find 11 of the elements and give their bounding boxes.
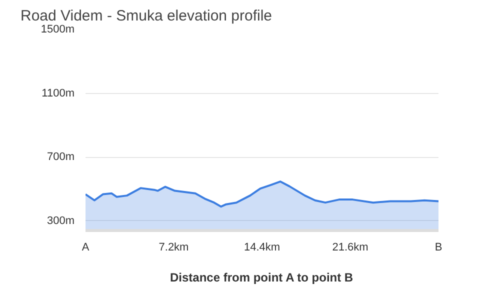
y-tick-label: 1100m	[42, 87, 75, 100]
y-tick-label: 300m	[46, 214, 75, 227]
y-tick-label: 1500m	[40, 24, 75, 36]
x-tick-label: 14.4km	[244, 242, 280, 254]
x-tick-label: 21.6km	[332, 242, 368, 254]
chart-title: Road Videm - Smuka elevation profile	[20, 8, 272, 24]
y-tick-label: 700m	[46, 151, 75, 164]
x-tick-label: B	[434, 242, 442, 254]
x-tick-label: A	[82, 242, 90, 254]
x-tick-label: 7.2km	[158, 242, 189, 254]
x-axis-title: Distance from point A to point B	[170, 270, 354, 284]
